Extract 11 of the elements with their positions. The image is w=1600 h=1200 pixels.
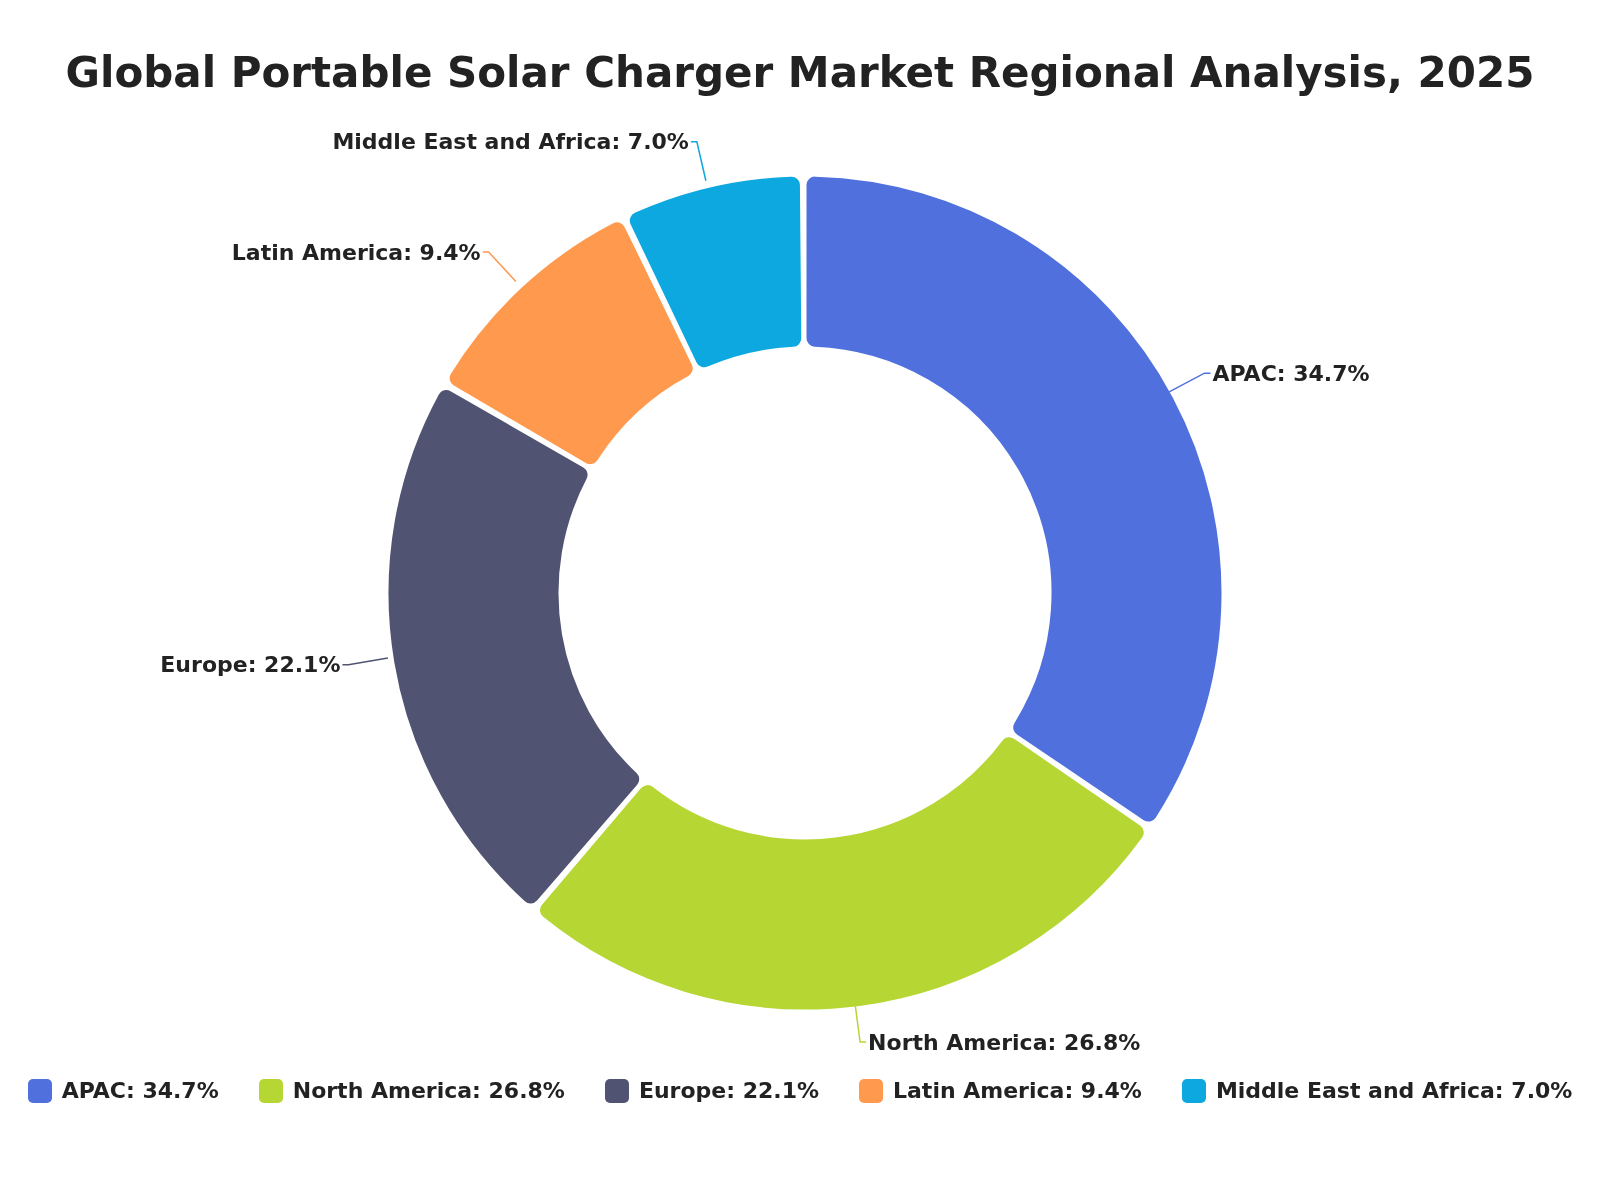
legend-label: Latin America: 9.4% <box>893 1078 1142 1103</box>
slice-label: APAC: 34.7% <box>1212 360 1370 386</box>
slice-label: Latin America: 9.4% <box>231 239 481 265</box>
slice-label: North America: 26.8% <box>868 1029 1141 1055</box>
legend-label: Europe: 22.1% <box>638 1078 819 1103</box>
legend-label: North America: 26.8% <box>292 1078 565 1103</box>
chart-title: Global Portable Solar Charger Market Regional Analysis, 2025 <box>64 47 1536 99</box>
slice-label: Middle East and Africa: 7.0% <box>332 129 689 155</box>
slice-label: Europe: 22.1% <box>160 652 341 678</box>
legend-label: APAC: 34.7% <box>61 1078 219 1103</box>
legend-label: Middle East and Africa: 7.0% <box>1215 1078 1573 1103</box>
